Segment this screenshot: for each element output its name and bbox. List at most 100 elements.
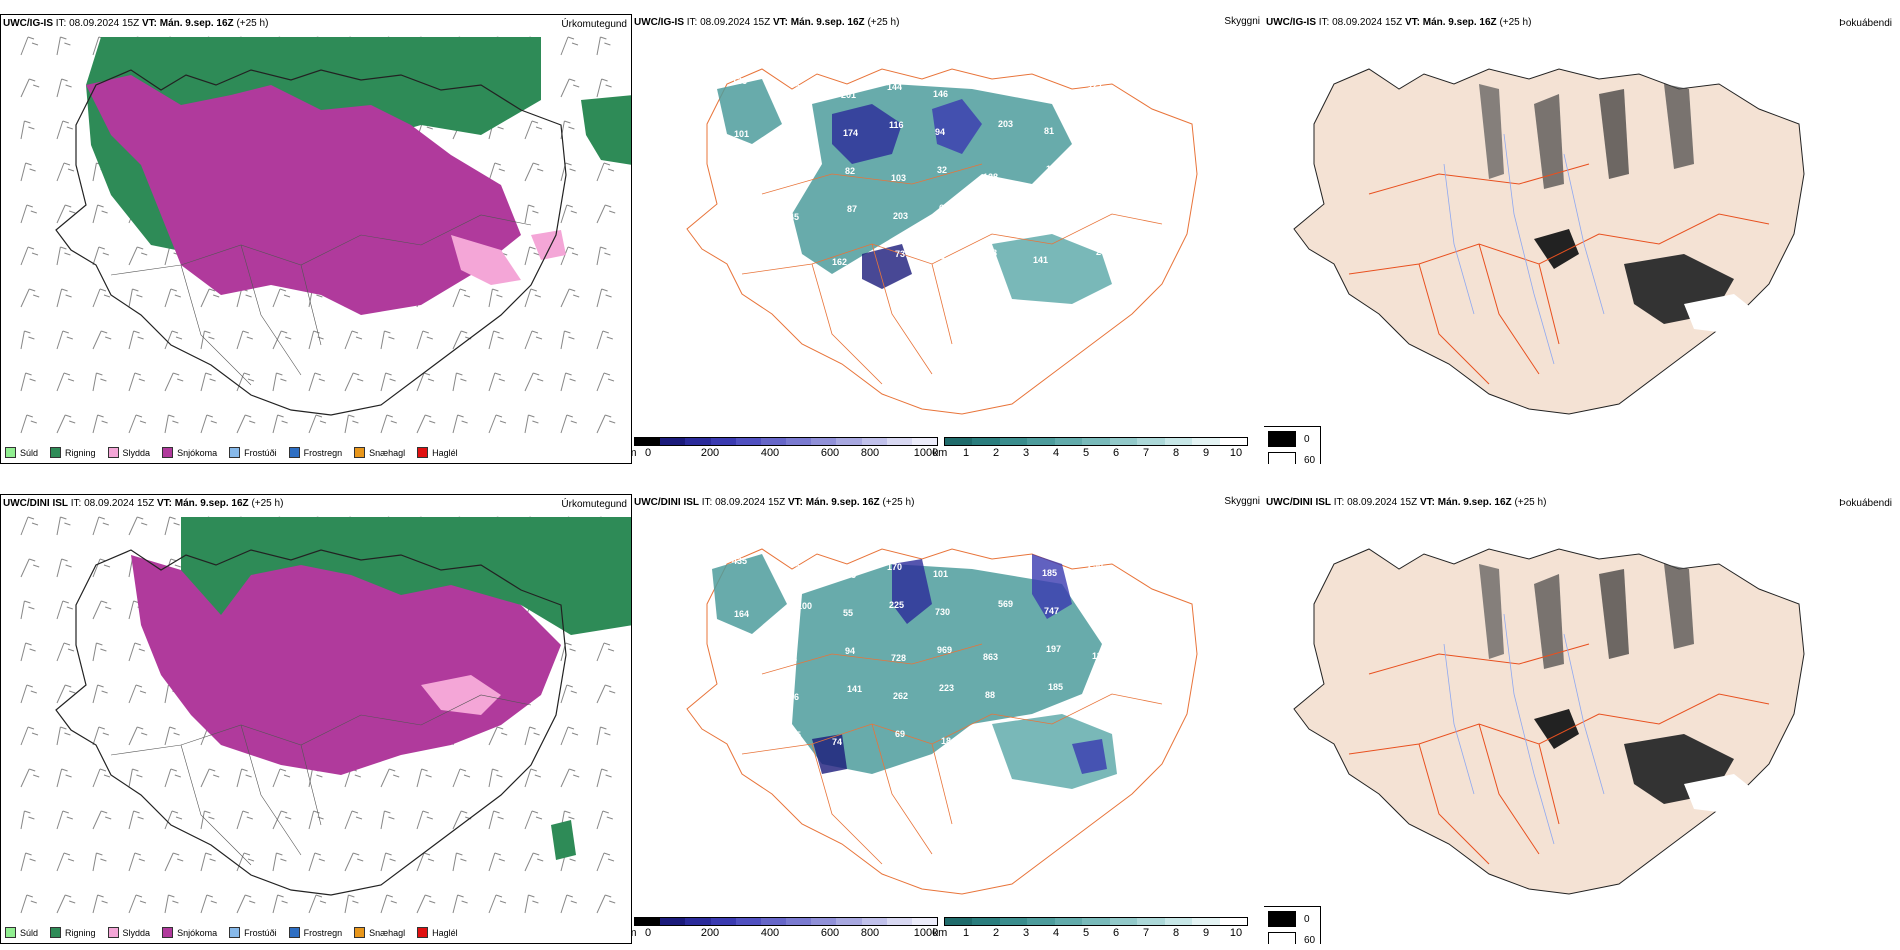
wind-barb <box>560 120 575 140</box>
wind-barb <box>524 852 544 872</box>
legend-swatch <box>354 447 366 458</box>
precip-panel-top: UWC/IG-IS IT: 08.09.2024 15Z VT: Mán. 9.… <box>0 14 632 464</box>
cloud-base-label: 185 <box>1048 682 1063 692</box>
tick-label: 1000 <box>913 927 939 939</box>
cloud-base-label: 101 <box>734 129 749 139</box>
wind-barb <box>92 642 107 662</box>
wind-barb <box>20 852 36 872</box>
tick-label: 200 <box>700 447 720 459</box>
wind-barb <box>164 894 179 914</box>
wind-barb <box>596 78 612 98</box>
wind-barb <box>56 558 72 578</box>
wind-barb <box>20 414 37 434</box>
wind-barb <box>56 246 71 266</box>
visibility-panel-bottom: UWC/DINI ISL IT: 08.09.2024 15Z VT: Mán.… <box>632 494 1264 944</box>
wind-barb <box>20 810 35 830</box>
fog-area-dark <box>1534 574 1564 669</box>
fog-panel-top: UWC/IG-IS IT: 08.09.2024 15Z VT: Mán. 9.… <box>1264 14 1900 464</box>
visibility-map: 136 287 201 144 146 203 183 127 101 153 174 116 94 20… <box>686 68 1198 415</box>
wind-barb <box>20 204 37 224</box>
legend-swatch <box>288 447 300 458</box>
cloud-base-label: 624 <box>782 174 797 184</box>
wind-barb <box>596 288 612 308</box>
legend-item: Rigning <box>50 927 96 938</box>
wind-barb <box>380 810 395 830</box>
cloud-base-label: 21 <box>985 210 995 220</box>
wind-barb <box>236 852 255 872</box>
fog-panel-bottom: UWC/DINI ISL IT: 08.09.2024 15Z VT: Mán.… <box>1264 494 1900 944</box>
wind-barb <box>128 894 147 914</box>
cloud-base-label: 174 <box>843 128 858 138</box>
cloud-base-label: 166 <box>784 692 799 702</box>
visibility-map: 435 281 445 170 101 194 185 290 164 100 55 225 730 56… <box>686 548 1198 895</box>
cloud-base-label: 105 <box>1090 598 1105 608</box>
iceland-outline <box>686 68 1198 415</box>
wind-barb <box>524 372 544 392</box>
wind-barb <box>92 414 108 434</box>
legend-swatch <box>229 447 241 458</box>
cloud-base-label: 730 <box>935 607 950 617</box>
cloud-base-low <box>892 559 932 624</box>
wind-barb <box>164 768 181 788</box>
sleet-area <box>451 235 521 285</box>
legend-swatch <box>417 447 429 458</box>
wind-barb <box>20 894 37 914</box>
cloud-base-label: 69 <box>895 729 905 739</box>
wind-barb <box>344 330 363 350</box>
legend-item: Frostregn <box>288 927 342 938</box>
fog-legend: 0 60 <box>1264 906 1321 944</box>
cloud-base-label: 197 <box>1046 644 1061 654</box>
wind-barb <box>560 414 577 434</box>
wind-barb <box>20 684 37 704</box>
wind-barb <box>416 810 433 830</box>
wind-barb <box>236 414 256 434</box>
wind-barb <box>560 726 579 746</box>
low-visibility-area <box>992 234 1112 304</box>
wind-barb <box>92 204 108 224</box>
legend-item: Súld <box>5 927 38 938</box>
wind-barb <box>164 372 184 392</box>
wind-barb <box>20 120 35 140</box>
wind-barb <box>344 852 364 872</box>
wind-barb <box>236 288 252 308</box>
colorbar-strip <box>634 917 938 926</box>
wind-barb <box>20 600 35 620</box>
wind-barb <box>488 414 507 434</box>
legend-swatch <box>107 927 119 938</box>
legend-item: Haglél <box>417 447 458 458</box>
cloud-base-label: 183 <box>1042 88 1057 98</box>
cloud-base-label: 203 <box>893 211 908 221</box>
wind-barb <box>488 162 505 182</box>
cloud-base-label: 165 <box>738 685 753 695</box>
legend-item: Frostúði <box>229 447 277 458</box>
cloud-base-label: 223 <box>939 683 954 693</box>
cloud-base-label: 287 <box>795 83 810 93</box>
tick-label: 400 <box>760 927 780 939</box>
cloud-base-low <box>812 734 847 774</box>
wind-barb <box>236 330 253 350</box>
wind-barb <box>560 36 579 56</box>
panel-header: UWC/DINI ISL IT: 08.09.2024 15Z VT: Mán.… <box>634 497 915 508</box>
legend-item: Snjókoma <box>162 447 217 458</box>
cloud-base-low <box>932 99 982 154</box>
wind-barb <box>128 288 143 308</box>
cloud-base-label: 141 <box>1033 255 1048 265</box>
wind-barb <box>164 516 180 536</box>
cloud-base-label: 225 <box>889 600 904 610</box>
wind-barb <box>92 288 111 308</box>
wind-barb <box>380 414 397 434</box>
wind-barb <box>272 852 287 872</box>
cloud-base-label: 136 <box>732 76 747 86</box>
wind-barb <box>488 372 505 392</box>
wind-barb <box>56 120 73 140</box>
wind-barb <box>308 372 325 392</box>
cloud-base-label: 141 <box>847 684 862 694</box>
cloud-base-low <box>832 104 902 164</box>
wind-barb <box>524 162 544 182</box>
cloud-base-labels: 136 287 201 144 146 203 183 127 101 153 174 116 94 20… <box>732 76 1107 268</box>
panel-title: Þokuábendi <box>1839 498 1892 509</box>
wind-barb <box>416 414 436 434</box>
cloud-base-label: 18 <box>941 736 951 746</box>
legend-item: Snæhagl <box>354 927 405 938</box>
wind-barb <box>308 414 327 434</box>
